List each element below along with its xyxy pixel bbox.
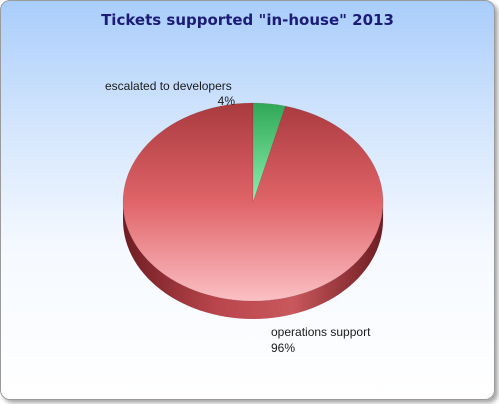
slice-percent-operations: 96% xyxy=(271,341,295,355)
slice-operations-support[interactable] xyxy=(122,102,384,302)
pie-chart: escalated to developers 4% operations su… xyxy=(105,79,384,355)
pie-side-wall xyxy=(123,202,383,319)
chart-title: Tickets supported "in-house" 2013 xyxy=(101,11,394,29)
slice-label-escalated: escalated to developers xyxy=(105,79,232,93)
slice-label-operations: operations support xyxy=(271,325,371,339)
slice-escalated-to-developers[interactable] xyxy=(252,102,286,203)
slice-percent-escalated: 4% xyxy=(218,94,236,108)
